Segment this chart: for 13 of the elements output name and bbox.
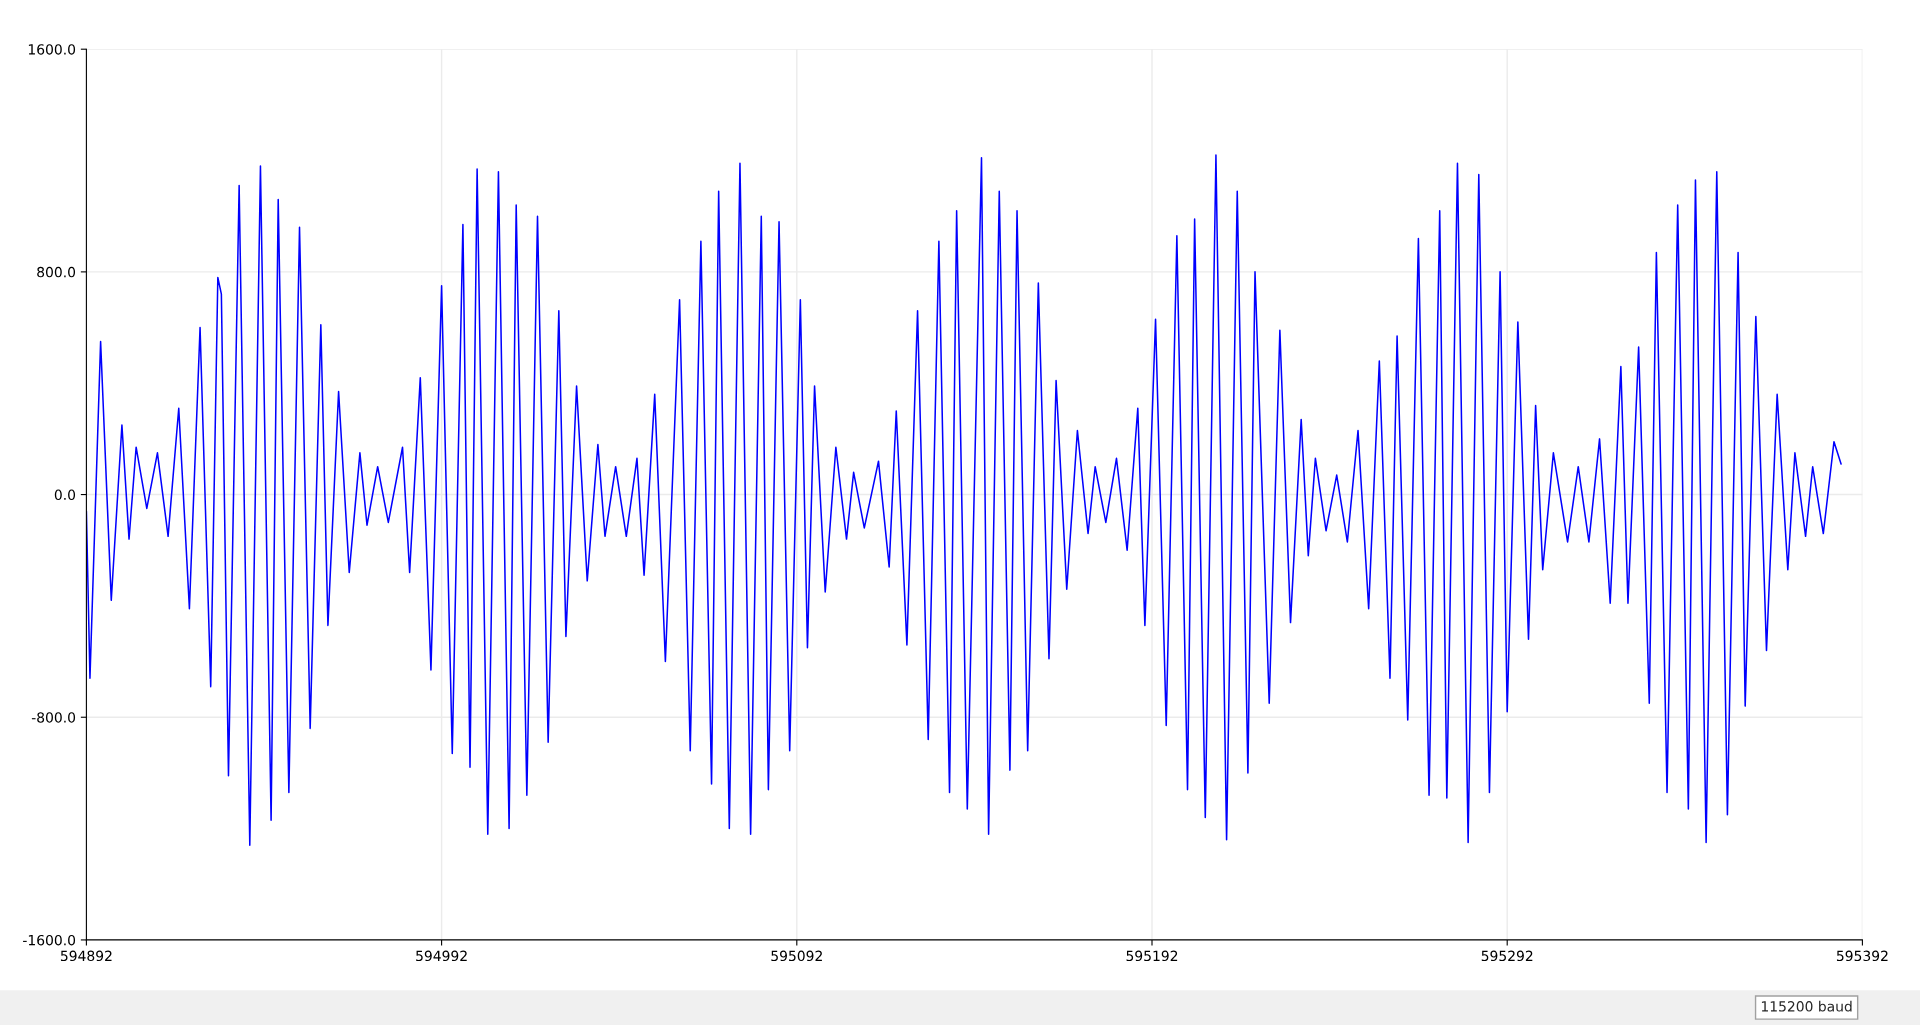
- y-tick-label: 0.0: [54, 489, 76, 501]
- text: 115200 baud: [1761, 1000, 1852, 1012]
- x-tick-label: 595192: [1126, 950, 1178, 962]
- x-tick-label: 594892: [60, 950, 112, 962]
- x-tick-label: 595292: [1481, 950, 1533, 962]
- y-tick-label: -800.0: [31, 712, 76, 723]
- x-tick-label: 595392: [1836, 950, 1888, 962]
- x-tick-label: 595092: [771, 950, 822, 962]
- x-tick-label: 594992: [416, 950, 467, 962]
- line-series: [86, 154, 1842, 847]
- y-tick-label: -1600.0: [23, 934, 76, 946]
- y-tick-label: 800.0: [37, 266, 76, 278]
- y-tick-label: 1600.0: [28, 44, 76, 55]
